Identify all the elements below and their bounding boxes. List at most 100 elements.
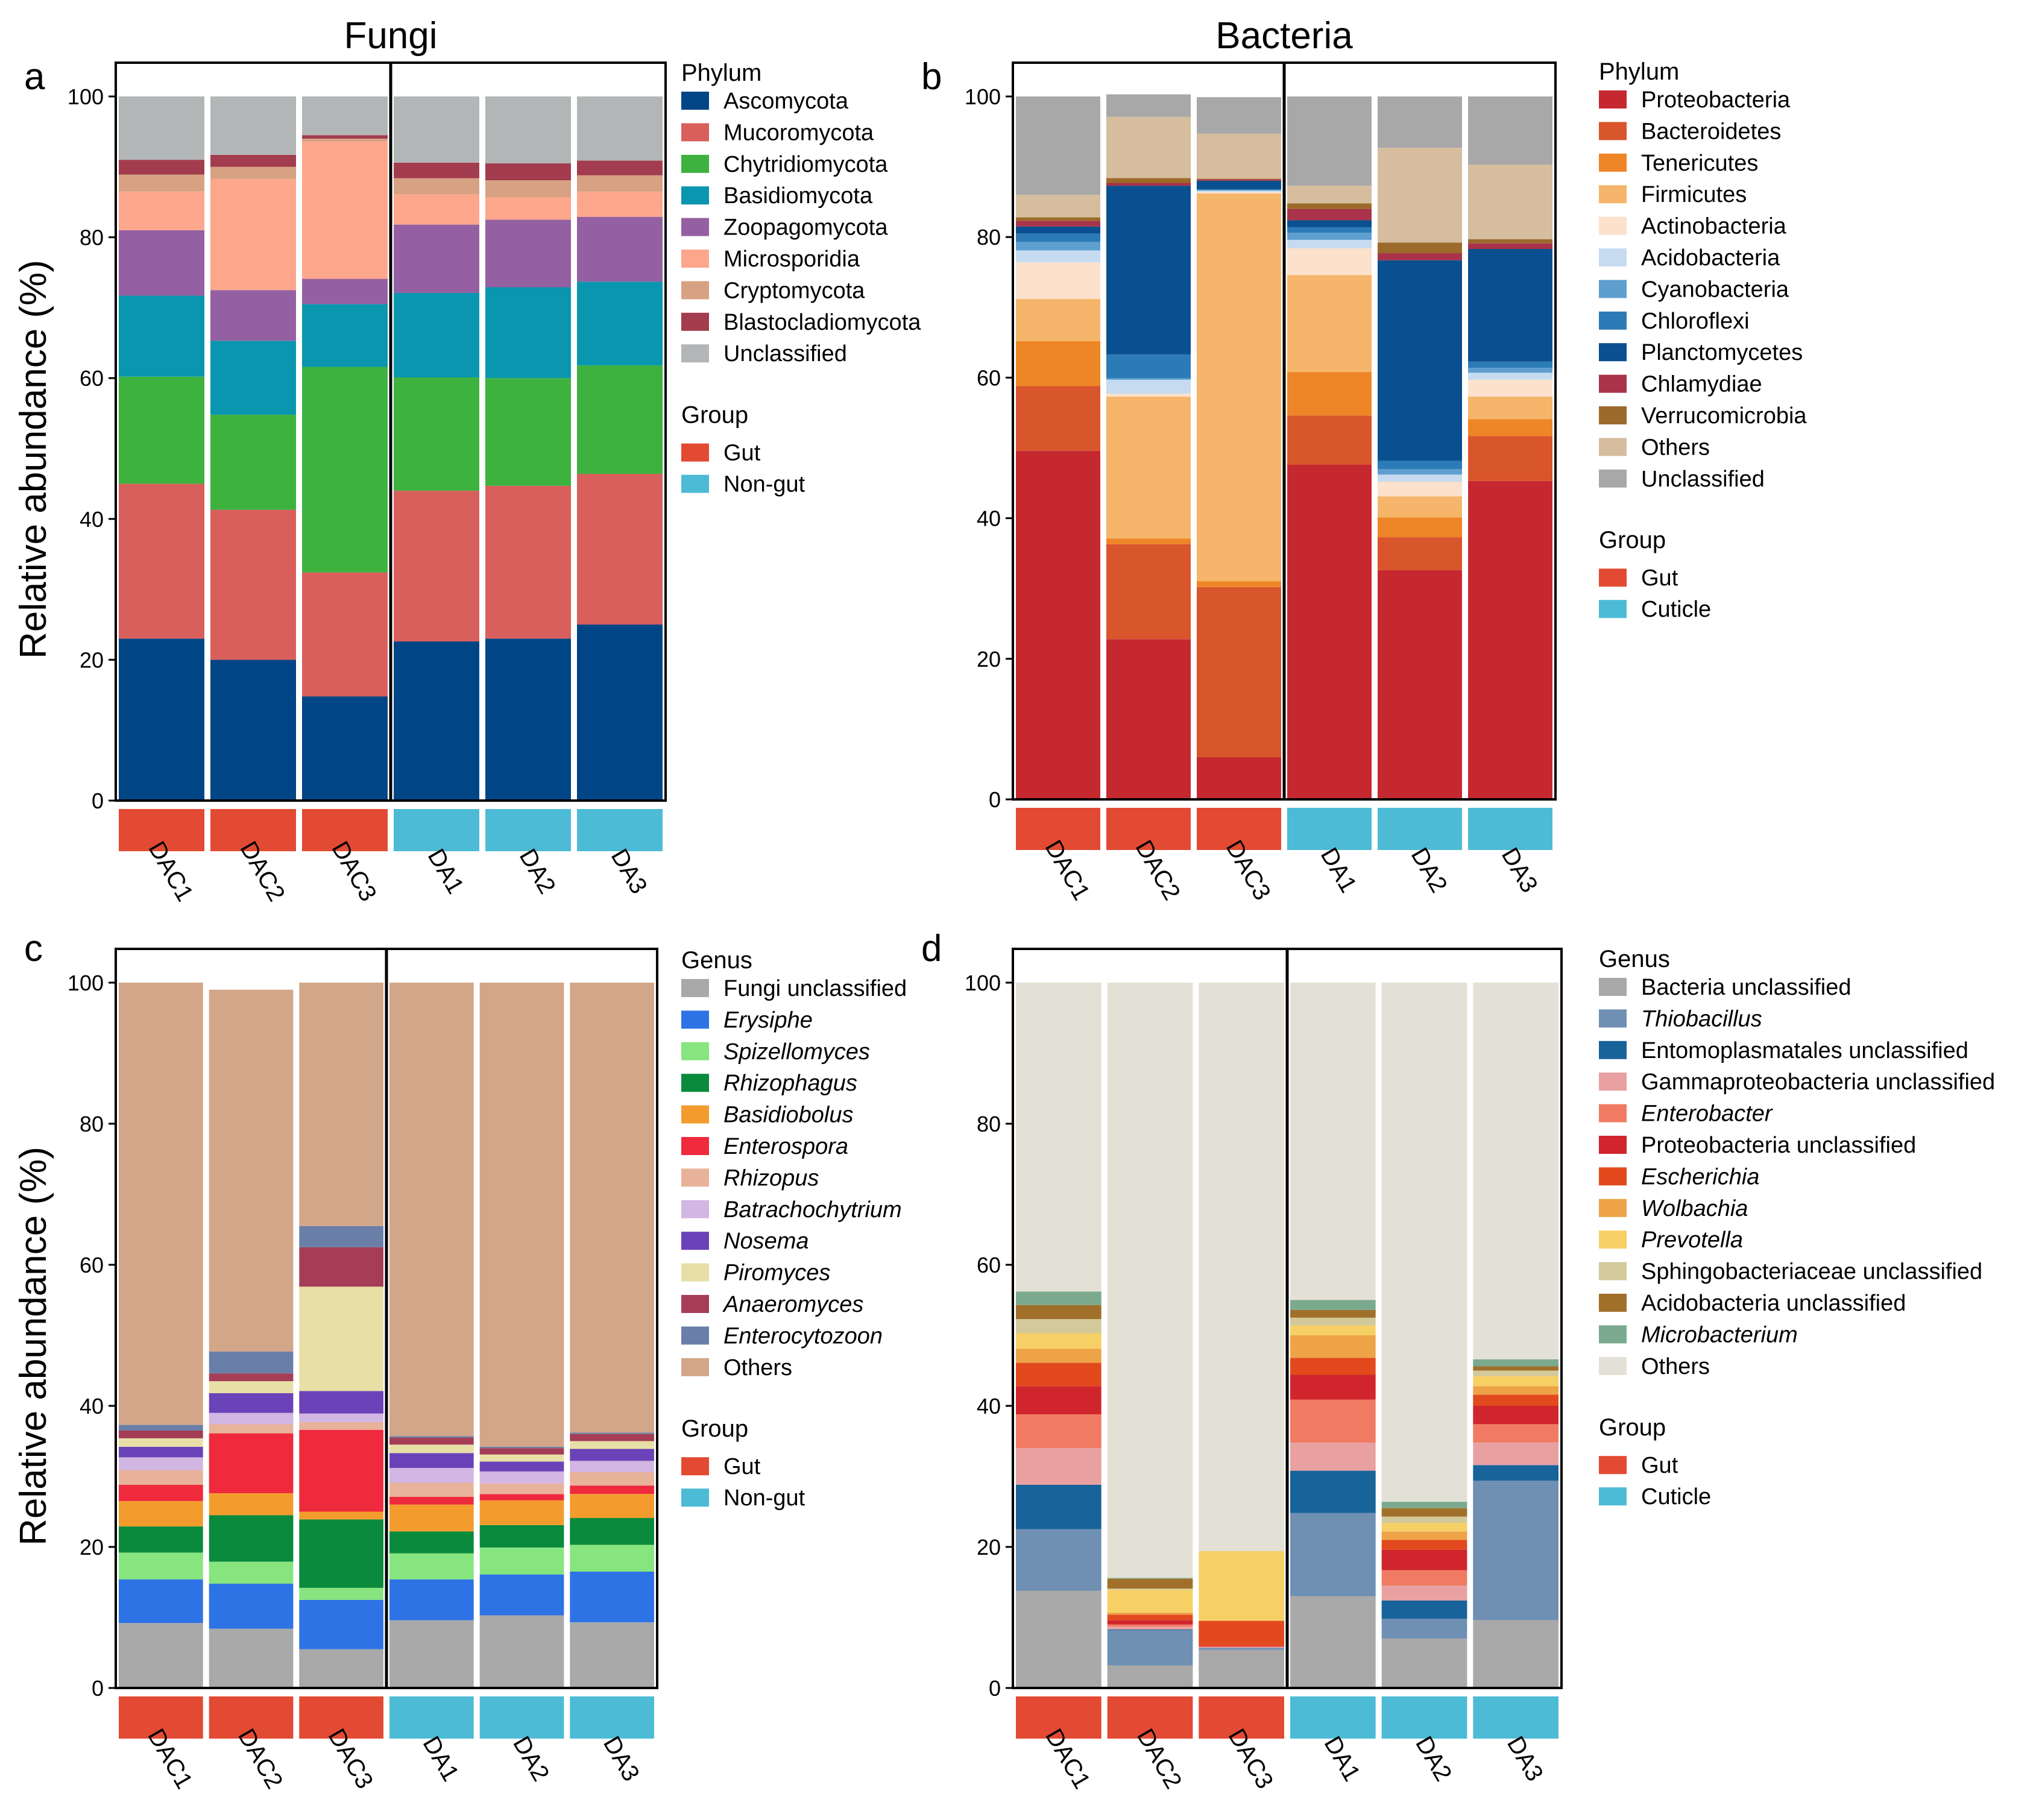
bar-segment-da1-blastocladiomycota — [394, 162, 479, 178]
legend-swatch-actinobacteria — [1599, 216, 1627, 235]
y-tick-label: 0 — [989, 1676, 1001, 1701]
bar-segment-da3-chlamydiae — [1468, 243, 1552, 249]
bar-segment-dac1-erysiphe — [119, 1579, 203, 1623]
legend-label: Mucoromycota — [723, 120, 874, 145]
legend-swatch-chlamydiae — [1599, 374, 1627, 393]
bar-segment-da2-unclassified — [1378, 96, 1462, 148]
bar-segment-da1-others — [389, 983, 474, 1437]
bar-segment-da1-microbacterium — [1290, 1300, 1376, 1310]
legend-swatch-gammaproteobacteria-unclassified — [1599, 1072, 1627, 1091]
bar-segment-da3-others — [1473, 983, 1558, 1359]
bar-segment-da3-nosema — [570, 1449, 654, 1461]
legend-swatch-basidiomycota — [681, 186, 709, 205]
bar-segment-da3-microsporidia — [577, 191, 663, 217]
y-axis-label: Relative abundance (%) — [13, 1147, 54, 1546]
bar-segment-dac2-unclassified — [210, 96, 296, 155]
bar-segment-dac1-microsporidia — [119, 191, 204, 230]
bar-segment-da2-escherichia — [1381, 1540, 1467, 1550]
bar-segment-dac1-mucoromycota — [119, 483, 204, 639]
legend-label: Microbacterium — [1641, 1322, 1798, 1347]
legend-label: Rhizopus — [723, 1165, 819, 1191]
bar-segment-da2-bacteria-unclassified — [1381, 1639, 1467, 1688]
bar-segment-da2-batrachochytrium — [479, 1471, 564, 1484]
y-tick-label: 80 — [80, 1112, 104, 1136]
bar-segment-da1-cyanobacteria — [1287, 233, 1372, 240]
y-tick-label: 20 — [80, 1535, 104, 1560]
legend-title: Genus — [1599, 946, 1670, 972]
bar-segment-da2-microsporidia — [485, 197, 571, 220]
bar-segment-dac3-others — [299, 983, 383, 1226]
bar-segment-dac3-batrachochytrium — [299, 1413, 383, 1422]
legend-label: Proteobacteria — [1641, 87, 1791, 113]
bar-segment-da2-chytridiomycota — [485, 378, 571, 486]
group-legend-swatch-non-gut — [681, 1488, 709, 1507]
legend-label: Thiobacillus — [1641, 1006, 1762, 1031]
bar-segment-dac2-enterocytozoon — [209, 1351, 294, 1374]
bar-segment-dac3-enterobacter — [1199, 1646, 1284, 1648]
bar-segment-da2-cyanobacteria — [1378, 469, 1462, 475]
y-tick-label: 60 — [977, 1253, 1001, 1277]
legend-swatch-bacteria-unclassified — [1599, 978, 1627, 996]
bar-segment-dac3-chlamydiae — [1197, 179, 1281, 181]
group-strip-dac1 — [119, 809, 204, 851]
legend-swatch-proteobacteria-unclassified — [1599, 1136, 1627, 1154]
bar-segment-dac2-others — [209, 989, 294, 1352]
bar-segment-dac3-prevotella — [1199, 1551, 1284, 1620]
legend-label: Others — [1641, 435, 1710, 460]
bar-segment-dac1-others — [1016, 983, 1101, 1292]
bar-segment-da3-sphingobacteriaceae-unclassified — [1473, 1370, 1558, 1376]
bar-segment-da2-prevotella — [1381, 1523, 1467, 1532]
legend-label: Entomoplasmatales unclassified — [1641, 1038, 1968, 1063]
bar-segment-da2-enterocytozoon — [479, 1446, 564, 1449]
bar-segment-dac3-unclassified — [1197, 97, 1281, 134]
bar-segment-dac2-rhizopus — [209, 1424, 294, 1434]
legend-swatch-spizellomyces — [681, 1042, 709, 1060]
y-tick-label: 100 — [68, 971, 104, 995]
group-legend-swatch-gut — [681, 443, 709, 462]
bar-segment-dac2-basidiobolus — [209, 1493, 294, 1516]
bar-segment-da3-basidiobolus — [570, 1494, 654, 1519]
sample-label-da3: DA3 — [1502, 1732, 1548, 1786]
bar-segment-dac3-microsporidia — [302, 141, 388, 279]
bar-segment-da3-spizellomyces — [570, 1544, 654, 1572]
legend-label: Wolbachia — [1641, 1196, 1748, 1221]
legend-label: Acidobacteria — [1641, 245, 1780, 271]
bar-segment-da3-microbacterium — [1473, 1359, 1558, 1367]
bar-segment-dac1-sphingobacteriaceae-unclassified — [1016, 1319, 1101, 1334]
group-legend-title: Group — [1599, 1414, 1666, 1441]
bar-segment-da3-enterocytozoon — [570, 1432, 654, 1434]
bar-segment-dac2-piromyces — [209, 1381, 294, 1393]
legend-swatch-bacteroidetes — [1599, 122, 1627, 140]
bar-segment-dac2-wolbachia — [1107, 1612, 1193, 1615]
bar-segment-dac3-enterospora — [299, 1429, 383, 1512]
y-tick-label: 20 — [977, 1535, 1001, 1560]
bar-segment-dac1-piromyces — [119, 1438, 203, 1447]
bar-segment-dac3-firmicutes — [1197, 193, 1281, 582]
bar-segment-da3-actinobacteria — [1468, 379, 1552, 397]
legend-swatch-mucoromycota — [681, 123, 709, 142]
group-legend-swatch-gut — [1599, 1456, 1627, 1475]
bar-segment-da1-prevotella — [1290, 1325, 1376, 1335]
legend-swatch-anaeromyces — [681, 1295, 709, 1313]
bar-segment-da1-entomoplasmatales-unclassified — [1290, 1470, 1376, 1513]
bar-segment-da1-basidiomycota — [394, 292, 479, 378]
sample-label-da3: DA3 — [606, 845, 652, 898]
legend-swatch-nosema — [681, 1232, 709, 1250]
bar-segment-da3-chloroflexi — [1468, 361, 1552, 368]
bar-segment-dac1-firmicutes — [1016, 298, 1100, 341]
legend-label: Prevotella — [1641, 1227, 1743, 1253]
sample-label-da2: DA2 — [1410, 1732, 1457, 1786]
legend-swatch-proteobacteria — [1599, 90, 1627, 109]
bar-segment-dac3-actinobacteria — [1197, 192, 1281, 194]
bar-segment-dac2-ascomycota — [210, 660, 296, 801]
bar-segment-dac2-chytridiomycota — [210, 414, 296, 510]
legend-swatch-rhizophagus — [681, 1074, 709, 1092]
group-strip-dac3 — [1197, 808, 1281, 850]
y-tick-label: 60 — [80, 366, 104, 391]
y-axis-label: Relative abundance (%) — [13, 260, 54, 659]
bar-segment-dac3-gammaproteobacteria-unclassified — [1199, 1647, 1284, 1648]
group-strip-da3 — [577, 809, 663, 851]
legend-label: Anaeromyces — [722, 1292, 863, 1317]
group-strip-dac2 — [1107, 1696, 1193, 1739]
legend-swatch-acidobacteria — [1599, 248, 1627, 266]
